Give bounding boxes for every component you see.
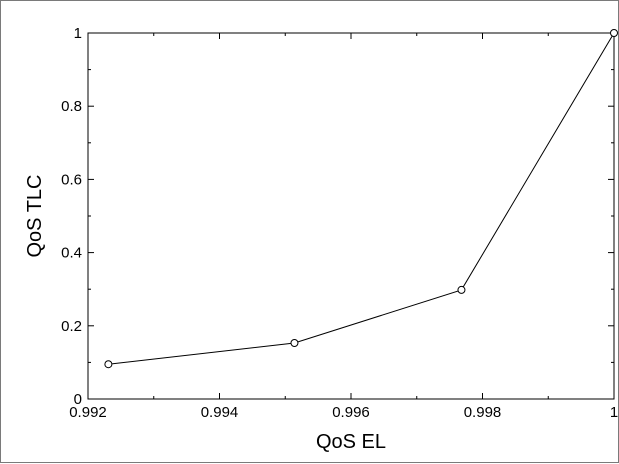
y-tick-label: 0 <box>74 391 82 408</box>
y-axis: 0 0.2 0.4 0.6 0.8 1 <box>61 25 614 408</box>
x-tick-label: 1 <box>610 404 618 421</box>
x-tick-label: 0.992 <box>69 404 107 421</box>
plot-area <box>87 32 615 400</box>
y-tick-label: 0.8 <box>61 98 82 115</box>
data-point <box>104 360 113 369</box>
x-tick-label: 0.996 <box>332 404 370 421</box>
y-tick-label: 0.2 <box>61 318 82 335</box>
y-tick-label: 1 <box>74 25 82 42</box>
x-tick-label: 0.994 <box>201 404 239 421</box>
x-axis: 0.992 0.994 0.996 0.998 1 <box>69 33 618 421</box>
series-line <box>108 32 615 365</box>
y-tick-label: 0.6 <box>61 171 82 188</box>
x-axis-label: QoS EL <box>316 431 386 453</box>
data-point <box>457 285 466 294</box>
data-point <box>610 29 618 37</box>
y-tick-label: 0.4 <box>61 245 82 262</box>
data-point <box>290 339 299 348</box>
y-axis-label: QoS TLC <box>24 175 46 258</box>
x-tick-label: 0.998 <box>464 404 502 421</box>
series-group <box>104 29 618 369</box>
